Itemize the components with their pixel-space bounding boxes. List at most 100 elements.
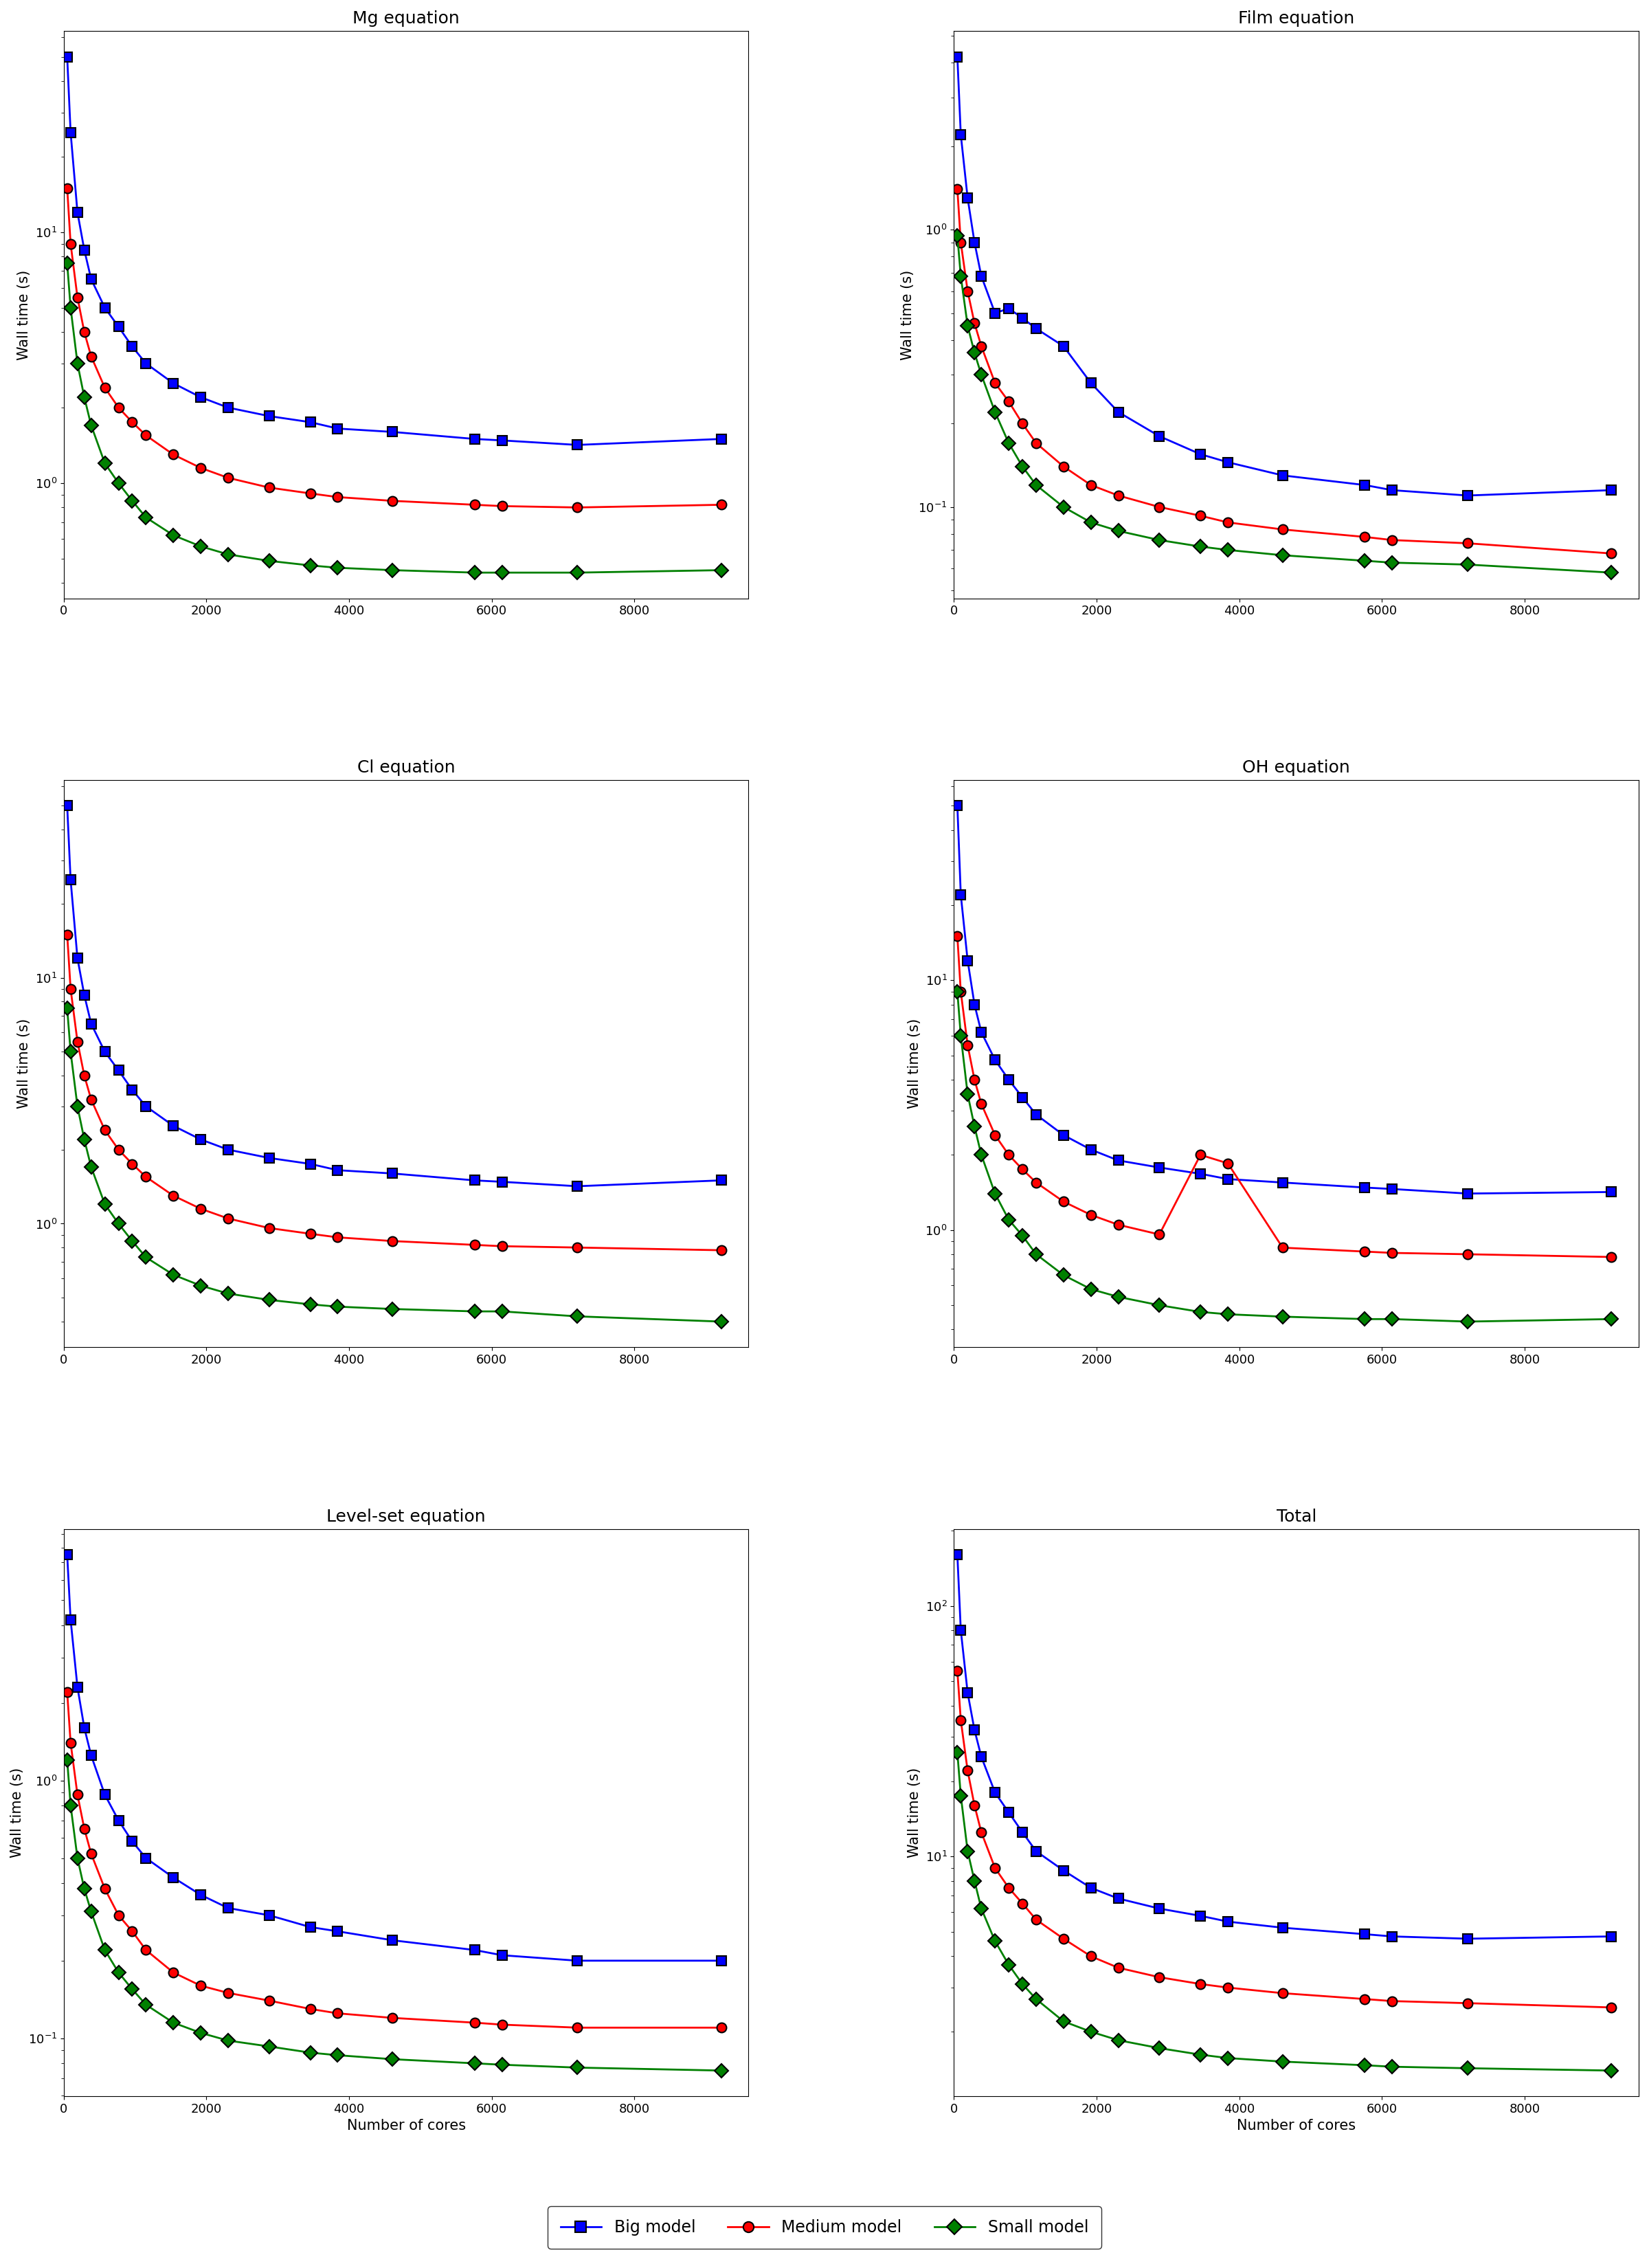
Medium model bbox=[218, 1980, 237, 2007]
Small model bbox=[1026, 472, 1045, 499]
Medium model bbox=[1026, 429, 1045, 456]
Big model bbox=[96, 1039, 115, 1066]
Big model bbox=[383, 1159, 402, 1186]
Y-axis label: Wall time (s): Wall time (s) bbox=[18, 270, 31, 361]
Medium model bbox=[328, 483, 348, 510]
Small model bbox=[68, 1844, 87, 1871]
Medium model bbox=[1108, 1211, 1128, 1238]
Medium model bbox=[958, 277, 978, 304]
Small model bbox=[971, 1896, 991, 1923]
Medium model bbox=[1219, 1973, 1238, 2000]
Big model bbox=[81, 1009, 101, 1036]
Small model bbox=[984, 399, 1004, 426]
Medium model bbox=[951, 978, 971, 1005]
Medium model bbox=[1601, 540, 1621, 567]
Small model bbox=[1219, 2043, 1238, 2071]
Big model bbox=[567, 431, 587, 458]
Line: Small model: Small model bbox=[63, 259, 726, 578]
Small model bbox=[191, 533, 211, 560]
Big model bbox=[491, 426, 511, 454]
Big model bbox=[999, 1066, 1019, 1093]
Medium model bbox=[300, 1220, 320, 1247]
Medium model bbox=[68, 1780, 87, 1808]
Small model bbox=[122, 488, 142, 515]
Small model bbox=[74, 383, 94, 411]
Big model bbox=[58, 1542, 78, 1569]
Line: Small model: Small model bbox=[953, 231, 1616, 578]
Big model bbox=[711, 1946, 731, 1973]
Medium model bbox=[1458, 1989, 1478, 2016]
Big model bbox=[1382, 1175, 1402, 1202]
Big model bbox=[965, 229, 984, 256]
Medium model bbox=[1054, 454, 1073, 481]
Big model bbox=[971, 1018, 991, 1046]
Big model bbox=[1458, 481, 1478, 508]
Medium model bbox=[1082, 1202, 1102, 1229]
Medium model bbox=[1191, 1971, 1210, 1998]
X-axis label: Number of cores: Number of cores bbox=[346, 2118, 465, 2132]
Medium model bbox=[1601, 1243, 1621, 1270]
Big model bbox=[1273, 463, 1293, 490]
Big model bbox=[958, 184, 978, 211]
Medium model bbox=[1149, 1964, 1169, 1991]
Big model bbox=[163, 1111, 183, 1139]
Small model bbox=[96, 1937, 115, 1964]
Small model bbox=[259, 1286, 279, 1313]
Big model bbox=[965, 991, 984, 1018]
Big model bbox=[1382, 1923, 1402, 1950]
Big model bbox=[1108, 399, 1128, 426]
Small model bbox=[58, 1746, 78, 1774]
Small model bbox=[328, 553, 348, 581]
Big model bbox=[328, 415, 348, 442]
Big model bbox=[122, 1077, 142, 1105]
Medium model bbox=[491, 1232, 511, 1259]
Medium model bbox=[971, 1819, 991, 1846]
Small model bbox=[711, 1309, 731, 1336]
Medium model bbox=[1273, 1980, 1293, 2007]
Small model bbox=[1012, 454, 1032, 481]
Big model bbox=[1601, 476, 1621, 503]
Small model bbox=[1026, 1984, 1045, 2012]
Medium model bbox=[383, 488, 402, 515]
Small model bbox=[68, 1093, 87, 1120]
Medium model bbox=[567, 1234, 587, 1261]
Medium model bbox=[163, 1960, 183, 1987]
Title: Mg equation: Mg equation bbox=[353, 11, 460, 27]
Small model bbox=[1082, 508, 1102, 535]
Small model bbox=[1054, 1261, 1073, 1288]
Small model bbox=[465, 1297, 485, 1325]
Small model bbox=[1191, 1297, 1210, 1325]
Small model bbox=[1601, 558, 1621, 585]
Medium model bbox=[1082, 1944, 1102, 1971]
Small model bbox=[1219, 1300, 1238, 1327]
Small model bbox=[971, 361, 991, 388]
Small model bbox=[465, 2050, 485, 2077]
Medium model bbox=[96, 1876, 115, 1903]
Medium model bbox=[958, 1758, 978, 1785]
Big model bbox=[74, 1715, 94, 1742]
Big model bbox=[984, 299, 1004, 327]
Big model bbox=[1273, 1914, 1293, 1941]
Big model bbox=[1108, 1148, 1128, 1175]
Small model bbox=[1082, 1275, 1102, 1302]
Small model bbox=[135, 503, 155, 531]
Small model bbox=[1108, 2028, 1128, 2055]
Big model bbox=[300, 1150, 320, 1177]
Big model bbox=[1012, 304, 1032, 331]
Medium model bbox=[1273, 515, 1293, 542]
Big model bbox=[81, 1742, 101, 1769]
Line: Medium model: Medium model bbox=[63, 930, 726, 1254]
Medium model bbox=[328, 2000, 348, 2028]
Y-axis label: Wall time (s): Wall time (s) bbox=[907, 1018, 922, 1109]
Medium model bbox=[971, 1091, 991, 1118]
Small model bbox=[109, 1960, 129, 1987]
Medium model bbox=[465, 2009, 485, 2037]
Title: Cl equation: Cl equation bbox=[358, 760, 455, 776]
Line: Medium model: Medium model bbox=[953, 1667, 1616, 2012]
Big model bbox=[1026, 1837, 1045, 1864]
Big model bbox=[491, 1168, 511, 1195]
Big model bbox=[1601, 1923, 1621, 1950]
Medium model bbox=[58, 921, 78, 948]
Big model bbox=[1026, 1100, 1045, 1127]
Big model bbox=[1082, 1873, 1102, 1901]
